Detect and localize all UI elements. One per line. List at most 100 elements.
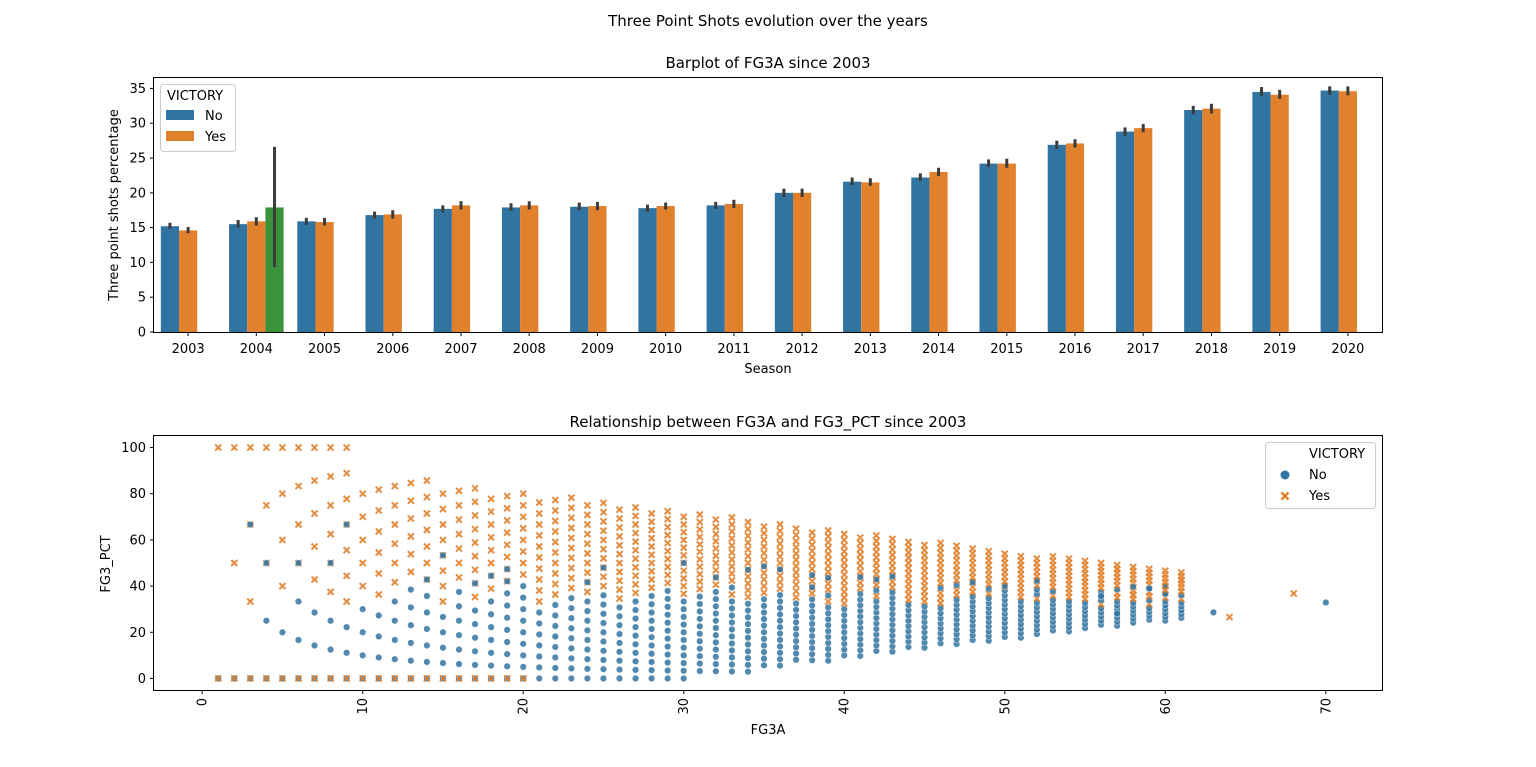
scatter-x-tick-label: 40 xyxy=(838,698,853,715)
scatter-point-yes xyxy=(503,504,511,513)
scatter-point-yes xyxy=(840,593,848,602)
scatter-chart-title: Relationship between FG3A and FG3_PCT si… xyxy=(570,413,967,432)
bar-y-axis: 0 5 10 15 20 25 30 35 xyxy=(129,82,154,341)
scatter-point-yes xyxy=(1065,555,1073,563)
scatter-point-yes xyxy=(792,531,800,539)
scatter-point-no xyxy=(567,664,575,672)
bar-2019-Yes xyxy=(1270,94,1289,332)
scatter-point-yes xyxy=(567,574,576,582)
scatter-point-no xyxy=(551,611,559,619)
scatter-point-no xyxy=(969,593,977,601)
scatter-point-yes xyxy=(278,536,287,544)
scatter-point-yes xyxy=(776,540,784,548)
scatter-point-yes xyxy=(776,559,784,567)
scatter-point-yes xyxy=(615,550,624,558)
scatter-point-no xyxy=(519,617,527,625)
scatter-point-no xyxy=(648,650,656,658)
bar-x-axis-label: Season xyxy=(744,362,791,377)
scatter-point-yes xyxy=(631,555,640,563)
scatter-point-yes xyxy=(824,597,832,606)
scatter-point-no xyxy=(808,638,816,646)
scatter-point-no xyxy=(696,593,704,601)
scatter-point-yes xyxy=(824,562,832,570)
bar-2011-No xyxy=(706,205,725,332)
scatter-point-yes xyxy=(310,575,319,584)
scatter-point-yes xyxy=(776,572,784,580)
scatter-point-no xyxy=(792,656,800,664)
scatter-point-yes xyxy=(487,584,495,593)
scatter-point-no xyxy=(1113,610,1121,618)
scatter-point-yes xyxy=(599,499,608,507)
scatter-point-yes xyxy=(760,575,768,584)
scatter-point-no xyxy=(583,665,591,673)
scatter-point-yes xyxy=(439,582,447,590)
scatter-point-no xyxy=(937,584,945,592)
scatter-point-yes xyxy=(712,537,720,546)
scatter-point-no xyxy=(808,583,816,591)
scatter-point-yes xyxy=(904,538,913,546)
scatter-point-yes xyxy=(535,509,543,518)
scatter-point-no xyxy=(503,662,511,670)
scatter-point-no xyxy=(487,649,495,657)
scatter-point-no xyxy=(744,647,752,655)
scatter-point-no xyxy=(728,646,736,654)
scatter-point-no xyxy=(696,607,704,615)
scatter-point-yes xyxy=(439,566,447,575)
scatter-point-no xyxy=(599,628,607,636)
scatter-point-yes xyxy=(551,527,560,536)
scatter-point-yes xyxy=(519,490,527,498)
scatter-point-yes xyxy=(583,511,592,519)
scatter-point-no xyxy=(664,627,672,635)
scatter-point-no xyxy=(551,674,559,682)
scatter-point-no xyxy=(888,572,896,580)
scatter-point-no xyxy=(455,602,463,610)
scatter-point-no xyxy=(792,637,800,645)
scatter-point-yes xyxy=(840,547,848,556)
scatter-point-no xyxy=(792,643,800,651)
scatter-point-yes xyxy=(647,559,656,567)
scatter-point-no xyxy=(840,605,848,613)
scatter-point-no xyxy=(599,665,607,673)
scatter-point-yes xyxy=(551,538,560,546)
scatter-point-no xyxy=(824,609,832,617)
scatter-point-yes xyxy=(840,541,848,550)
scatter-point-yes xyxy=(391,559,399,567)
bar-2005-Yes xyxy=(315,222,334,332)
scatter-point-yes xyxy=(712,544,720,553)
scatter-point-yes xyxy=(1145,565,1153,573)
bar-x-tick-label-2020: 2020 xyxy=(1331,342,1364,357)
scatter-point-no xyxy=(728,660,736,668)
scatter-point-yes xyxy=(599,573,608,581)
scatter-point-no xyxy=(696,615,704,623)
scatter-point-yes xyxy=(647,518,656,526)
scatter-point-yes xyxy=(1097,559,1105,567)
bar-legend-label-yes: Yes xyxy=(204,130,226,145)
scatter-legend-title: VICTORY xyxy=(1309,447,1365,462)
scatter-point-no xyxy=(551,653,559,661)
scatter-point-yes xyxy=(487,674,495,683)
bar-chart-title: Barplot of FG3A since 2003 xyxy=(665,54,870,72)
scatter-point-no xyxy=(664,603,672,611)
scatter-point-yes xyxy=(840,530,848,538)
scatter-point-yes xyxy=(439,490,447,498)
bar-2010-Yes xyxy=(656,206,675,332)
scatter-point-no xyxy=(471,634,479,642)
scatter-point-yes xyxy=(519,524,527,533)
scatter-point-yes xyxy=(535,542,543,551)
scatter-point-no xyxy=(551,601,559,609)
scatter-point-no xyxy=(696,637,704,645)
scatter-point-no xyxy=(583,646,591,654)
scatter-point-yes xyxy=(696,585,704,593)
scatter-point-yes xyxy=(696,548,704,556)
scatter-point-no xyxy=(375,611,383,619)
scatter-point-no xyxy=(808,626,816,634)
scatter-point-no xyxy=(776,636,784,644)
scatter-point-no xyxy=(776,630,784,638)
scatter-point-yes xyxy=(310,443,319,452)
bar-2010-No xyxy=(638,208,657,332)
scatter-point-yes xyxy=(519,501,527,509)
scatter-point-yes xyxy=(326,443,335,452)
scatter-point-yes xyxy=(503,492,511,500)
scatter-point-yes xyxy=(856,567,865,576)
scatter-point-no xyxy=(744,566,752,574)
